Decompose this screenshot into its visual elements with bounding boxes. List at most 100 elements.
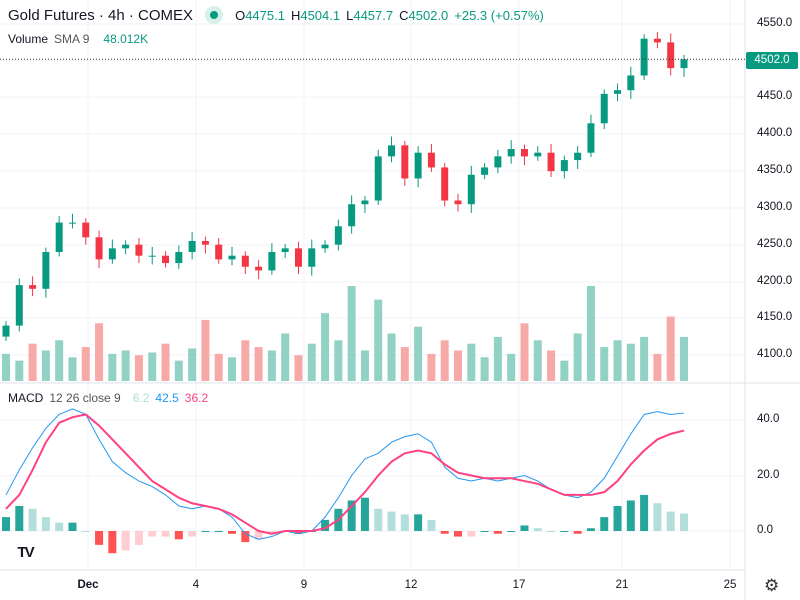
volume-bar [454,350,462,381]
volume-bar [321,313,330,381]
macd-histogram-bar [134,531,143,545]
candle-body [308,248,316,267]
candle-body [122,244,130,249]
volume-bar [467,343,476,381]
macd-histogram-bar [41,517,50,531]
candle-body [175,252,183,264]
close-value: 4502.0 [408,7,449,23]
candle-body [108,248,116,260]
macd-histogram-bar [427,519,436,531]
volume-value: 48.012K [103,32,149,46]
volume-bar [241,340,250,381]
macd-histogram-bar [480,531,489,532]
volume-params: SMA 9 [54,32,90,46]
candle-body [481,167,489,175]
macd-histogram-bar [174,531,183,540]
price-tick-label: 4200.0 [757,275,793,287]
macd-histogram-bar [241,531,250,543]
macd-histogram-bar [374,508,383,531]
candle-body [507,149,515,157]
macd-histogram-bar [95,531,104,545]
candle-body [361,200,369,205]
candle-body [388,145,396,157]
volume-bar [626,343,635,381]
macd-histogram-bar [440,531,449,534]
volume-bar [520,323,529,381]
symbol-title[interactable]: Gold Futures · 4h · COMEX [8,6,194,24]
candle-body [600,93,608,124]
open-value: 4475.1 [245,7,285,23]
close-label: C [399,7,409,23]
volume-bar [400,347,409,381]
macd-legend[interactable]: MACD 12 26 close 9 6.2 42.5 36.2 [8,391,208,405]
macd-histogram-bar [414,514,423,531]
open-label: O [235,7,246,23]
candle-body [348,204,356,227]
volume-bar [573,333,582,381]
macd-histogram-bar [586,528,595,531]
candle-body [281,248,289,253]
candle-body [241,255,249,267]
candle-body [255,266,263,271]
market-status-icon[interactable] [205,6,224,24]
macd-histogram-bar [666,511,675,531]
macd-histogram-bar [254,531,263,540]
symbol-legend: Gold Futures · 4h · COMEX O4475.1 H4504.… [8,6,544,24]
last-price-label: 4502.0 [746,52,798,69]
volume-bar [334,340,343,381]
price-tick-label: 4300.0 [757,201,793,213]
price-tick-label: 4450.0 [757,90,793,102]
candle-body [574,152,582,161]
volume-bar [108,353,117,381]
candle-body [2,325,10,337]
volume-bar [507,353,516,381]
macd-tick-label: 0.0 [757,524,773,536]
volume-legend[interactable]: Volume SMA 9 48.012K [8,32,148,46]
candle-body [374,156,382,201]
volume-bar [440,340,449,381]
candle-body [667,42,675,69]
candle-body [614,90,622,94]
macd-histogram-bar [680,513,688,531]
candle-body [653,38,661,43]
macd-tick-label: 40.0 [757,413,780,425]
tradingview-logo[interactable]: TV [10,540,40,564]
volume-bar [640,336,649,381]
candle-body [68,222,76,224]
volume-bar [653,353,662,381]
time-tick-label: Dec [77,579,99,591]
price-tick-label: 4400.0 [757,127,793,139]
time-tick-label: 25 [723,579,737,591]
volume-bar [28,343,37,381]
macd-histogram-bar [653,503,662,531]
macd-histogram-bar [148,531,157,537]
macd-histogram-bar [493,531,502,534]
macd-histogram-bar [626,500,635,531]
volume-bar [41,350,50,381]
gear-icon[interactable]: ⚙ [764,576,780,595]
macd-histogram-bar [81,531,90,532]
time-tick-label: 12 [404,579,418,591]
candle-body [321,244,329,249]
macd-histogram-bar [188,531,197,537]
volume-bar [560,360,569,381]
high-value: 4504.1 [300,7,341,23]
candle-body [29,285,37,289]
candle-body [215,244,223,260]
volume-bar [586,286,595,381]
candle-body [188,240,196,253]
macd-histogram-bar [55,522,64,531]
macd-histogram-bar [600,517,609,531]
candle-body [401,145,409,179]
volume-bar [148,352,157,381]
macd-histogram-bar [15,506,24,531]
macd-histogram-bar [267,531,276,534]
macd-signal-value: 36.2 [184,391,209,405]
volume-name: Volume [8,32,49,46]
macd-histogram-bar [547,531,556,532]
macd-histogram-bar [161,531,170,537]
volume-bar [480,357,489,381]
low-value: 4457.7 [353,7,394,23]
candle-body [82,222,90,238]
